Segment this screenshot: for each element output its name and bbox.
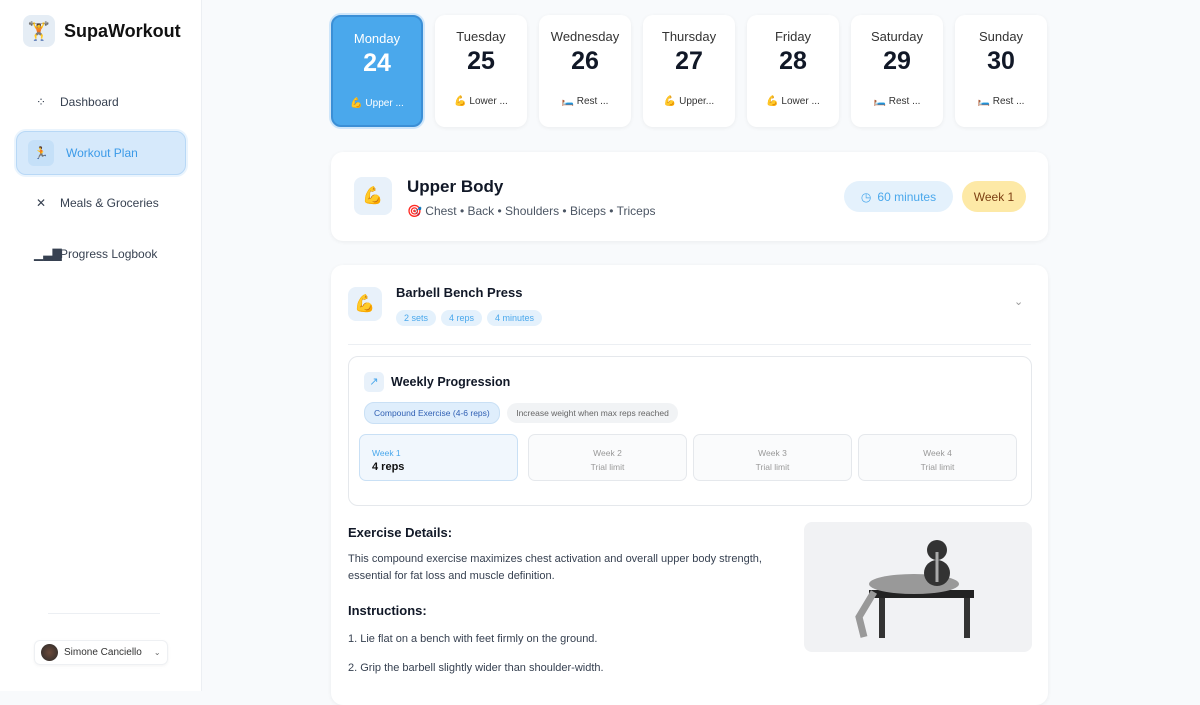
- day-number: 30: [987, 47, 1015, 75]
- week-value: Trial limit: [755, 462, 790, 472]
- avatar: [41, 644, 58, 661]
- instruction-step: 1. Lie flat on a bench with feet firmly …: [348, 633, 598, 645]
- app-name: SupaWorkout: [64, 20, 181, 41]
- sidebar-item-dashboard[interactable]: ⁘ Dashboard: [16, 80, 186, 124]
- exercise-type-tag: Compound Exercise (4-6 reps): [364, 402, 500, 424]
- duration-chip: 4 minutes: [487, 310, 543, 326]
- exercise-card: 💪 Barbell Bench Press 2 sets 4 reps 4 minu…: [331, 265, 1048, 705]
- flexed-biceps-icon: 💪: [354, 177, 392, 215]
- trending-up-icon: ↗: [364, 372, 384, 392]
- grid-icon: ⁘: [35, 95, 47, 109]
- day-workout: 💪 Lower ...: [454, 96, 508, 107]
- day-card[interactable]: Monday 24 💪 Upper ...: [331, 15, 423, 127]
- week-4-cell[interactable]: Week 4 Trial limit: [858, 434, 1017, 481]
- day-workout: 💪 Upper...: [663, 96, 715, 107]
- week-day-selector: Monday 24 💪 Upper ... Tuesday 25 💪 Lower ...…: [331, 15, 1047, 127]
- flexed-biceps-icon: 💪: [348, 287, 382, 321]
- day-card[interactable]: Wednesday 26 🛏️ Rest ...: [539, 15, 631, 127]
- week-2-cell[interactable]: Week 2 Trial limit: [528, 434, 687, 481]
- progression-rule-tag: Increase weight when max reps reached: [507, 403, 678, 423]
- day-card[interactable]: Friday 28 💪 Lower ...: [747, 15, 839, 127]
- sidebar-item-progress[interactable]: ▁▃▇ Progress Logbook: [16, 232, 186, 276]
- weekly-progression-panel: ↗ Weekly Progression Compound Exercise (…: [348, 356, 1032, 506]
- user-name: Simone Canciello: [64, 647, 142, 658]
- day-name: Sunday: [978, 29, 1024, 44]
- day-workout: 🛏️ Rest ...: [977, 96, 1025, 107]
- day-workout: 🛏️ Rest ...: [561, 96, 609, 107]
- sidebar-item-label: Dashboard: [60, 95, 119, 109]
- day-name: Monday: [353, 31, 401, 46]
- day-name: Thursday: [661, 29, 717, 44]
- muscle-groups: 🎯 Chest • Back • Shoulders • Biceps • Tr…: [407, 204, 656, 218]
- logo[interactable]: 🏋 SupaWorkout: [23, 15, 181, 47]
- divider: [348, 344, 1031, 345]
- day-name: Tuesday: [456, 29, 506, 44]
- week-label: Week 3: [758, 448, 787, 458]
- sets-chip: 2 sets: [396, 310, 437, 326]
- week-3-cell[interactable]: Week 3 Trial limit: [693, 434, 852, 481]
- day-number: 28: [779, 47, 807, 75]
- week-value: 4 reps: [372, 461, 405, 473]
- sidebar-item-label: Progress Logbook: [60, 247, 158, 261]
- chart-icon: ▁▃▇: [34, 247, 62, 261]
- day-number: 29: [883, 47, 911, 75]
- day-card[interactable]: Tuesday 25 💪 Lower ...: [435, 15, 527, 127]
- instruction-step: 2. Grip the barbell slightly wider than …: [348, 662, 604, 674]
- workout-title: Upper Body: [407, 177, 504, 196]
- runner-icon: 🏃: [28, 140, 54, 166]
- day-number: 24: [363, 49, 391, 77]
- day-card[interactable]: Saturday 29 🛏️ Rest ...: [851, 15, 943, 127]
- day-name: Saturday: [870, 29, 924, 44]
- instructions-heading: Instructions:: [348, 603, 427, 618]
- day-name: Wednesday: [550, 29, 620, 44]
- day-card[interactable]: Sunday 30 🛏️ Rest ...: [955, 15, 1047, 127]
- week-value: Trial limit: [920, 462, 955, 472]
- exercise-chips: 2 sets 4 reps 4 minutes: [396, 308, 547, 326]
- sidebar-item-meals[interactable]: ✕ Meals & Groceries: [16, 181, 186, 225]
- details-text: This compound exercise maximizes chest a…: [348, 553, 762, 582]
- day-number: 25: [467, 47, 495, 75]
- week-label: Week 2: [593, 448, 622, 458]
- day-workout: 💪 Upper ...: [350, 98, 404, 109]
- workout-header-card: 💪 Upper Body 🎯 Chest • Back • Shoulders …: [331, 152, 1048, 241]
- week-badge: Week 1: [962, 181, 1026, 212]
- reps-chip: 4 reps: [441, 310, 483, 326]
- exercise-illustration: [804, 522, 1032, 652]
- day-number: 26: [571, 47, 599, 75]
- day-card[interactable]: Thursday 27 💪 Upper...: [643, 15, 735, 127]
- day-workout: 🛏️ Rest ...: [873, 96, 921, 107]
- week-1-cell[interactable]: Week 1 4 reps: [359, 434, 518, 481]
- progression-title: Weekly Progression: [391, 375, 511, 389]
- utensils-icon: ✕: [35, 196, 47, 210]
- duration-text: 60 minutes: [877, 189, 937, 204]
- chevron-down-icon[interactable]: ⌄: [1014, 296, 1024, 308]
- week-label: Week 4: [923, 448, 952, 458]
- week-label: Week 1: [372, 448, 401, 458]
- duration-badge: ◷ 60 minutes: [844, 181, 953, 212]
- user-menu[interactable]: Simone Canciello ⌄: [34, 640, 168, 665]
- day-workout: 💪 Lower ...: [766, 96, 820, 107]
- sidebar-item-workout-plan[interactable]: 🏃 Workout Plan: [16, 131, 186, 175]
- clock-icon: ◷: [860, 189, 872, 204]
- exercise-name: Barbell Bench Press: [396, 285, 523, 300]
- week-value: Trial limit: [590, 462, 625, 472]
- day-number: 27: [675, 47, 703, 75]
- bench-press-figure: [855, 540, 974, 638]
- sidebar-item-label: Workout Plan: [66, 146, 138, 160]
- dumbbell-icon: 🏋: [23, 15, 55, 47]
- sidebar-item-label: Meals & Groceries: [60, 196, 159, 210]
- chevron-down-icon: ⌄: [153, 648, 161, 657]
- day-name: Friday: [774, 29, 812, 44]
- details-heading: Exercise Details:: [348, 525, 453, 540]
- divider: [48, 613, 160, 614]
- sidebar: 🏋 SupaWorkout ⁘ Dashboard 🏃 Workout Plan ✕…: [0, 0, 202, 691]
